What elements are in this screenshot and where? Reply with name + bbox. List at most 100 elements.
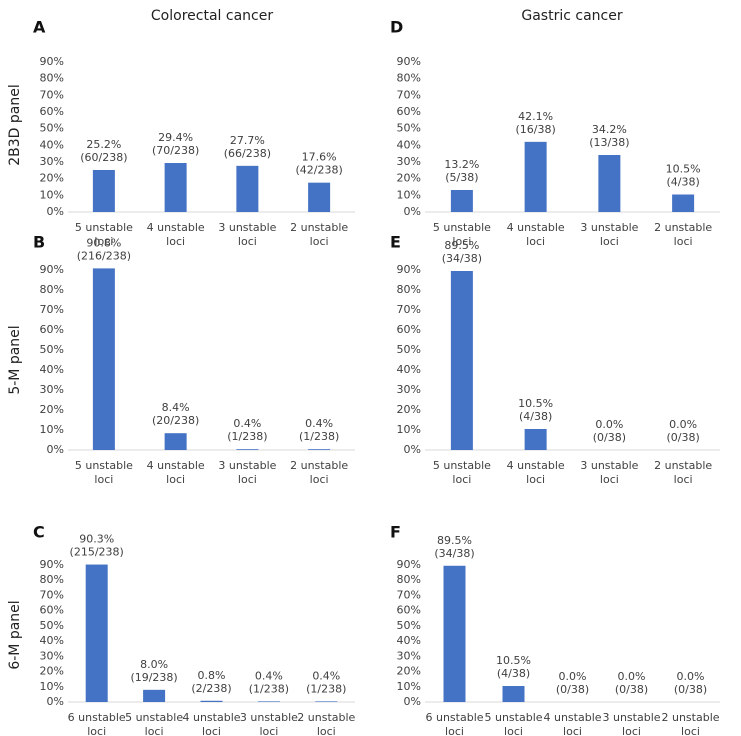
y-tick-label: 60% (397, 604, 421, 617)
value-label: 0.4% (305, 417, 333, 430)
y-tick-label: 0% (404, 695, 421, 708)
value-label: 10.5% (518, 397, 553, 410)
y-tick-label: 50% (40, 122, 64, 135)
count-label: (0/38) (674, 683, 707, 696)
y-tick-label: 70% (397, 88, 421, 101)
y-tick-label: 10% (397, 423, 421, 436)
value-label: 0.0% (595, 418, 623, 431)
count-label: (0/38) (615, 683, 648, 696)
y-tick-label: 20% (40, 665, 64, 678)
bar (236, 165, 259, 212)
row-label: 2B3D panel (7, 84, 23, 166)
value-label: 0.4% (255, 669, 283, 682)
bar (502, 686, 525, 702)
y-tick-label: 50% (397, 343, 421, 356)
bar (308, 449, 331, 450)
x-tick-label: 4 unstable loci (182, 711, 240, 736)
x-tick-label: 4 unstable loci (147, 221, 205, 248)
y-tick-label: 30% (40, 649, 64, 662)
y-tick-label: 70% (40, 303, 64, 316)
x-tick-label: 5 unstable loci (75, 221, 133, 248)
y-tick-label: 0% (404, 205, 421, 218)
value-label: 89.5% (444, 239, 479, 252)
value-label: 27.7% (230, 134, 265, 147)
bar (236, 449, 259, 450)
y-tick-label: 80% (397, 573, 421, 586)
y-tick-label: 50% (40, 619, 64, 632)
panel-letter: E (390, 233, 401, 252)
x-tick-label: 2 unstable loci (654, 221, 712, 248)
panel-letter: C (33, 523, 45, 542)
value-label: 13.2% (444, 158, 479, 171)
x-tick-label: 6 unstable loci (425, 711, 483, 736)
y-tick-label: 20% (397, 403, 421, 416)
y-tick-label: 40% (397, 138, 421, 151)
bar (200, 700, 223, 702)
value-label: 0.4% (312, 669, 340, 682)
value-label: 25.2% (86, 138, 121, 151)
count-label: (66/238) (224, 147, 271, 160)
y-tick-label: 20% (397, 665, 421, 678)
value-label: 0.4% (233, 417, 261, 430)
value-label: 0.8% (198, 669, 226, 682)
count-label: (60/238) (80, 151, 127, 164)
y-tick-label: 70% (397, 588, 421, 601)
y-tick-label: 80% (40, 573, 64, 586)
count-label: (13/38) (589, 136, 629, 149)
value-label: 10.5% (496, 654, 531, 667)
bar (450, 190, 473, 212)
y-tick-label: 90% (40, 263, 64, 276)
count-label: (34/38) (442, 252, 482, 265)
value-label: 8.0% (140, 658, 168, 671)
count-label: (215/238) (70, 546, 124, 559)
y-tick-label: 20% (40, 172, 64, 185)
y-tick-label: 10% (40, 188, 64, 201)
y-tick-label: 50% (40, 343, 64, 356)
row-label: 5-M panel (7, 325, 23, 394)
y-tick-label: 80% (40, 72, 64, 85)
x-tick-label: 2 unstable loci (290, 459, 348, 486)
panel-letter: F (390, 523, 401, 542)
column-title: Gastric cancer (521, 8, 622, 24)
y-tick-label: 80% (397, 72, 421, 85)
y-tick-label: 60% (40, 105, 64, 118)
value-label: 42.1% (518, 110, 553, 123)
y-tick-label: 40% (40, 634, 64, 647)
count-label: (20/238) (152, 414, 199, 427)
bar (524, 141, 547, 212)
count-label: (0/38) (593, 431, 626, 444)
row-label: 6-M panel (7, 600, 23, 669)
count-label: (70/238) (152, 144, 199, 157)
y-tick-label: 10% (40, 423, 64, 436)
y-tick-label: 80% (40, 283, 64, 296)
value-label: 0.0% (669, 418, 697, 431)
x-tick-label: 3 unstable loci (218, 459, 276, 486)
y-tick-label: 0% (47, 205, 64, 218)
y-tick-label: 40% (40, 138, 64, 151)
count-label: (0/38) (666, 431, 699, 444)
x-tick-label: 3 unstable loci (580, 221, 638, 248)
bar (308, 182, 331, 212)
x-tick-label: 2 unstable loci (661, 711, 719, 736)
value-label: 17.6% (302, 151, 337, 164)
x-tick-label: 4 unstable loci (147, 459, 205, 486)
x-tick-label: 5 unstable loci (75, 459, 133, 486)
y-tick-label: 30% (397, 649, 421, 662)
y-tick-label: 10% (397, 680, 421, 693)
y-tick-label: 0% (47, 695, 64, 708)
bar (450, 271, 473, 450)
count-label: (19/238) (130, 671, 177, 684)
bar (524, 429, 547, 450)
y-tick-label: 70% (40, 88, 64, 101)
y-tick-label: 60% (397, 323, 421, 336)
count-label: (5/38) (445, 171, 478, 184)
y-tick-label: 80% (397, 283, 421, 296)
value-label: 10.5% (666, 163, 701, 176)
y-tick-label: 50% (397, 122, 421, 135)
count-label: (4/38) (519, 410, 552, 423)
y-tick-label: 60% (397, 105, 421, 118)
value-label: 90.3% (79, 533, 114, 546)
x-tick-label: 5 unstable loci (433, 459, 491, 486)
x-tick-label: 3 unstable loci (218, 221, 276, 248)
